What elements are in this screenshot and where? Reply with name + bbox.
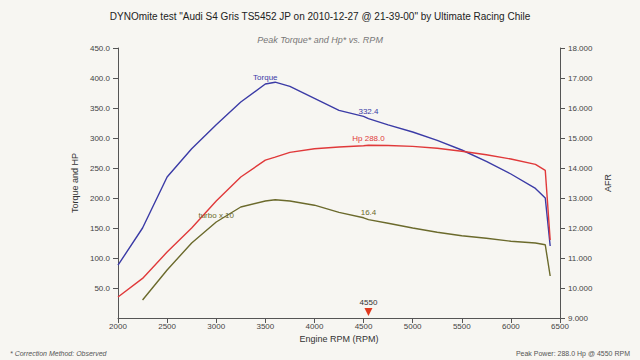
svg-text:300.0: 300.0 (90, 134, 111, 143)
svg-text:Peak Power: 288.0 Hp @ 4550 RP: Peak Power: 288.0 Hp @ 4550 RPM (516, 350, 630, 358)
svg-text:12.000: 12.000 (568, 224, 593, 233)
svg-text:17.000: 17.000 (568, 74, 593, 83)
svg-text:332.4: 332.4 (358, 107, 379, 116)
svg-text:11.000: 11.000 (568, 254, 592, 263)
svg-text:2000: 2000 (109, 322, 127, 331)
svg-text:100.0: 100.0 (90, 254, 111, 263)
svg-text:14.000: 14.000 (568, 164, 593, 173)
svg-text:4000: 4000 (306, 322, 324, 331)
svg-text:3000: 3000 (207, 322, 225, 331)
svg-text:16.000: 16.000 (568, 104, 593, 113)
svg-text:Hp 288.0: Hp 288.0 (352, 134, 385, 143)
svg-text:5000: 5000 (404, 322, 422, 331)
svg-text:Torque: Torque (253, 73, 278, 82)
svg-text:AFR: AFR (603, 173, 613, 192)
svg-text:Peak Torque* and Hp* vs. RPM: Peak Torque* and Hp* vs. RPM (257, 35, 383, 45)
svg-text:200.0: 200.0 (90, 194, 111, 203)
svg-text:6500: 6500 (551, 322, 569, 331)
svg-text:13.000: 13.000 (568, 194, 593, 203)
svg-text:2500: 2500 (158, 322, 176, 331)
svg-text:* Correction Method: Observed: * Correction Method: Observed (10, 350, 108, 357)
svg-text:350.0: 350.0 (90, 104, 111, 113)
svg-text:Engine RPM (RPM): Engine RPM (RPM) (299, 334, 378, 344)
svg-text:4500: 4500 (355, 322, 373, 331)
svg-text:6000: 6000 (502, 322, 520, 331)
svg-text:250.0: 250.0 (90, 164, 111, 173)
svg-text:Torque and HP: Torque and HP (70, 153, 80, 213)
svg-text:DYNOmite test "Audi S4 Gris TS: DYNOmite test "Audi S4 Gris TS5452 JP on… (110, 11, 531, 22)
svg-text:150.0: 150.0 (90, 224, 111, 233)
svg-text:450.0: 450.0 (90, 44, 111, 53)
svg-text:15.000: 15.000 (568, 134, 593, 143)
svg-text:5500: 5500 (453, 322, 471, 331)
svg-text:18.000: 18.000 (568, 44, 593, 53)
svg-text:3500: 3500 (256, 322, 274, 331)
svg-text:400.0: 400.0 (90, 74, 111, 83)
svg-text:10.000: 10.000 (568, 284, 593, 293)
svg-text:50.0: 50.0 (94, 284, 110, 293)
svg-text:4550: 4550 (360, 298, 378, 307)
svg-text:9.000: 9.000 (568, 314, 589, 323)
svg-text:16.4: 16.4 (361, 208, 377, 217)
svg-text:turbo x 10: turbo x 10 (198, 211, 234, 220)
